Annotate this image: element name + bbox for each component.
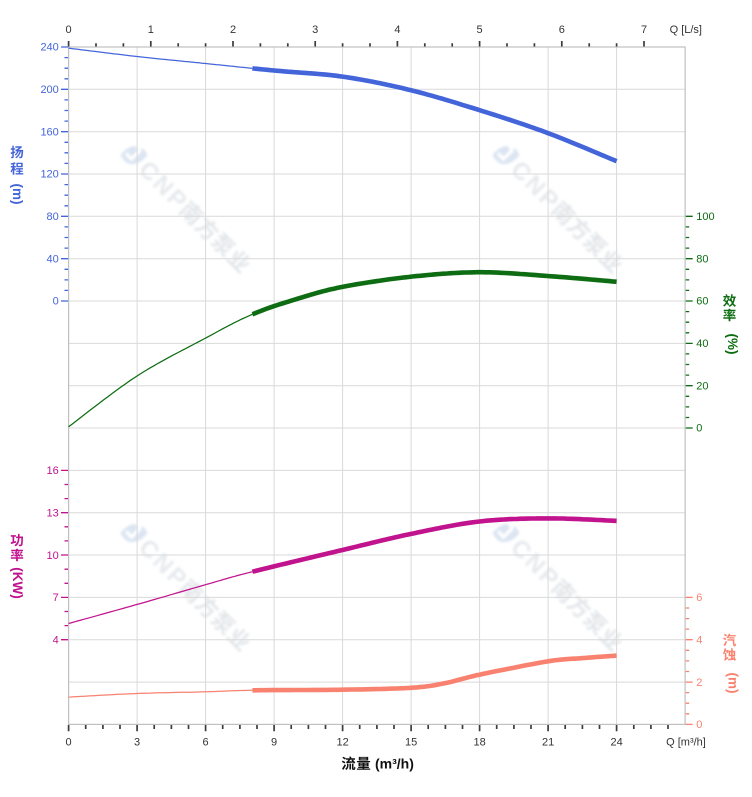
svg-text:(%): (%) — [725, 334, 740, 355]
svg-text:24: 24 — [610, 736, 622, 748]
svg-text:12: 12 — [336, 736, 348, 748]
svg-text:240: 240 — [40, 42, 58, 54]
svg-text:160: 160 — [40, 126, 58, 138]
svg-text:7: 7 — [641, 24, 647, 36]
svg-text:4: 4 — [696, 634, 702, 646]
svg-text:4: 4 — [394, 24, 400, 36]
svg-text:5: 5 — [477, 24, 483, 36]
svg-text:80: 80 — [696, 253, 708, 265]
svg-text:(m³/h): (m³/h) — [375, 755, 414, 771]
svg-text:(KW): (KW) — [10, 567, 25, 598]
svg-text:4: 4 — [53, 634, 59, 646]
svg-text:Q [L/s]: Q [L/s] — [670, 24, 702, 36]
svg-text:0: 0 — [66, 24, 72, 36]
svg-text:1: 1 — [148, 24, 154, 36]
svg-text:40: 40 — [696, 338, 708, 350]
svg-text:13: 13 — [47, 507, 59, 519]
svg-text:15: 15 — [405, 736, 417, 748]
svg-text:18: 18 — [473, 736, 485, 748]
svg-text:6: 6 — [696, 592, 702, 604]
svg-text:100: 100 — [696, 211, 714, 223]
svg-text:200: 200 — [40, 84, 58, 96]
svg-text:6: 6 — [203, 736, 209, 748]
svg-text:Q [m³/h]: Q [m³/h] — [666, 736, 706, 748]
svg-text:40: 40 — [47, 253, 59, 265]
svg-text:20: 20 — [696, 380, 708, 392]
svg-text:80: 80 — [47, 211, 59, 223]
svg-text:7: 7 — [53, 592, 59, 604]
svg-text:(m): (m) — [726, 673, 741, 694]
svg-text:10: 10 — [47, 550, 59, 562]
svg-text:(m): (m) — [10, 184, 25, 205]
svg-text:0: 0 — [696, 423, 702, 435]
svg-text:0: 0 — [66, 736, 72, 748]
svg-text:3: 3 — [312, 24, 318, 36]
svg-text:2: 2 — [696, 677, 702, 689]
svg-text:9: 9 — [271, 736, 277, 748]
svg-text:2: 2 — [230, 24, 236, 36]
svg-text:60: 60 — [696, 296, 708, 308]
svg-text:16: 16 — [47, 465, 59, 477]
svg-text:21: 21 — [542, 736, 554, 748]
svg-text:120: 120 — [40, 169, 58, 181]
svg-text:3: 3 — [134, 736, 140, 748]
svg-text:6: 6 — [559, 24, 565, 36]
svg-text:0: 0 — [53, 296, 59, 308]
svg-text:0: 0 — [696, 719, 702, 731]
